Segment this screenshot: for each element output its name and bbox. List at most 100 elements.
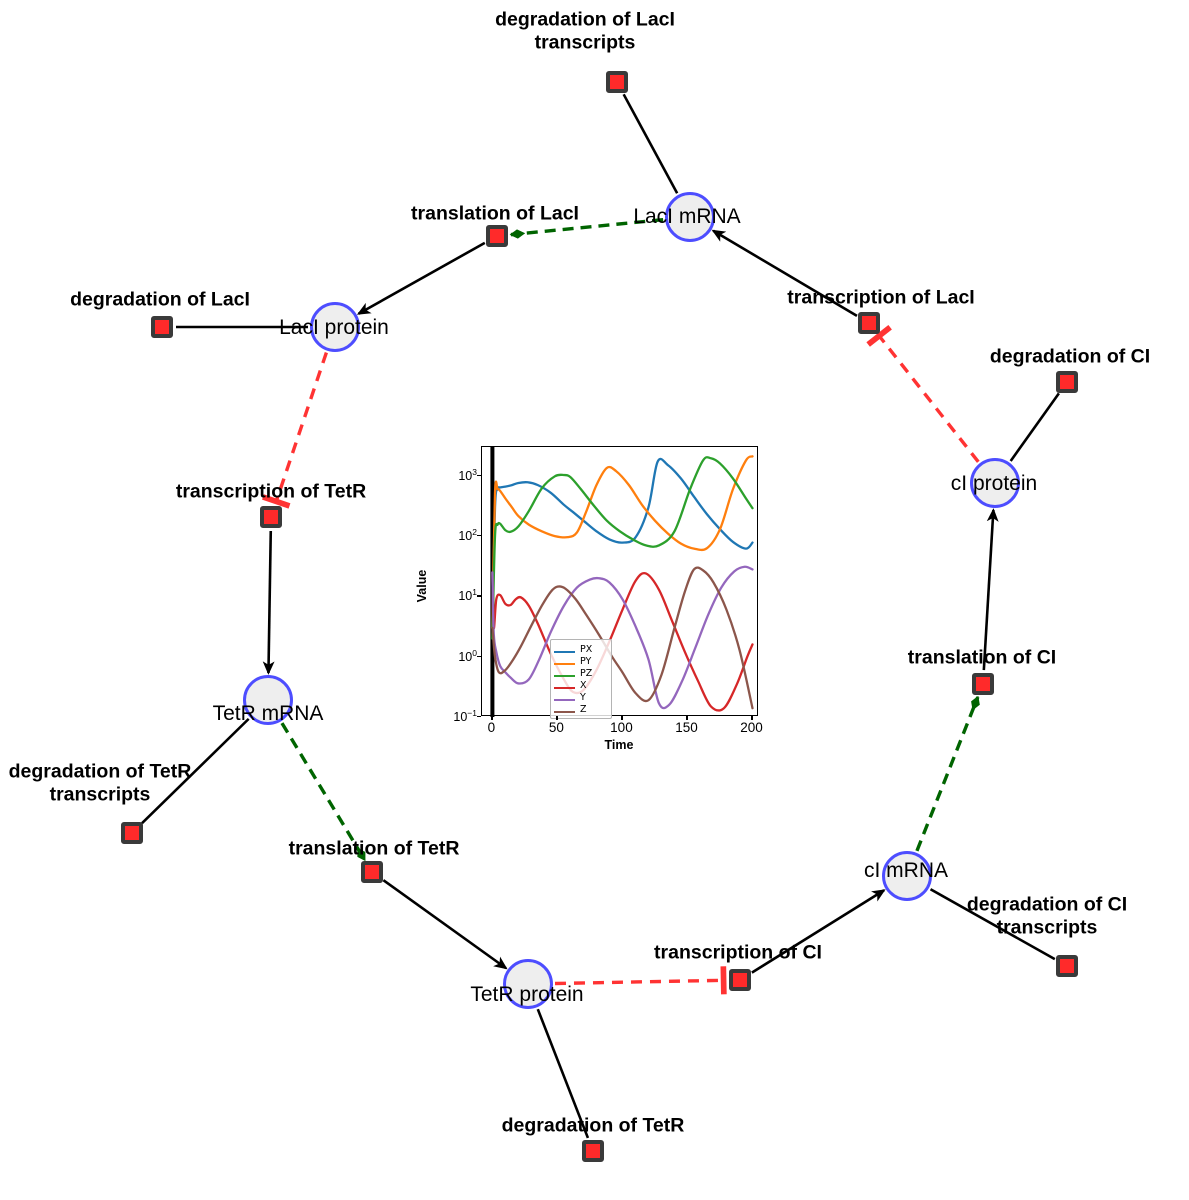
edge-tetr_mrna-to-translation_tetr [280, 722, 367, 862]
reaction-label-deg_tetr: degradation of TetR [501, 1114, 685, 1137]
reaction-node-transcription_laci[interactable] [858, 312, 880, 334]
edge-deg_laci_transcripts-to-laci_mrna [622, 93, 679, 194]
reaction-label-deg_ci_transcripts: degradation of CI transcripts [966, 893, 1128, 938]
species-label-ci_protein: cI protein [950, 472, 1038, 495]
x-tick-mark-2 [621, 716, 623, 720]
edge-transcription_tetr-to-tetr_mrna [262, 530, 275, 675]
legend-label-Z: Z [580, 704, 587, 715]
x-tick-mark-0 [491, 716, 493, 720]
edge-laci_mrna-to-translation_laci [509, 217, 664, 239]
y-tick-mark-1 [477, 655, 481, 657]
x-tick-mark-3 [686, 716, 688, 720]
legend-item-PZ: PZ [554, 668, 610, 681]
x-tick-mark-4 [751, 716, 753, 720]
legend-swatch-PX [554, 650, 575, 653]
reaction-node-deg_laci[interactable] [151, 316, 173, 338]
legend-label-Y: Y [580, 692, 586, 703]
chart-series-Y [491, 565, 754, 710]
edge-ci_mrna-to-translation_ci [915, 695, 980, 852]
edge-tetr_protein-to-deg_tetr [536, 1008, 590, 1139]
species-node-tetr_protein[interactable] [503, 959, 553, 1009]
reaction-node-deg_tetr[interactable] [582, 1140, 604, 1162]
reaction-label-transcription_tetr: transcription of TetR [175, 480, 367, 503]
species-node-tetr_mrna[interactable] [243, 675, 293, 725]
legend-swatch-Y [554, 698, 575, 701]
edge-transcription_ci-to-ci_mrna [751, 889, 886, 974]
legend-label-PZ: PZ [580, 668, 593, 679]
edge-tetr_protein-to-transcription_ci [554, 966, 727, 995]
species-node-ci_mrna[interactable] [882, 851, 932, 901]
legend-label-PX: PX [580, 644, 593, 655]
species-node-laci_protein[interactable] [310, 302, 360, 352]
y-tick-3: 102 [458, 527, 477, 544]
y-tick-1: 100 [458, 647, 477, 664]
reaction-label-translation_ci: translation of CI [907, 646, 1057, 669]
edge-translation_ci-to-ci_protein [982, 508, 999, 671]
reaction-node-translation_laci[interactable] [486, 225, 508, 247]
y-tick-mark-3 [477, 535, 481, 537]
legend-item-PY: PY [554, 656, 610, 669]
chart-legend: PX PY PZ X Y Z [550, 639, 612, 719]
edge-transcription_laci-to-laci_mrna [711, 229, 858, 317]
y-tick-0: 10−1 [453, 707, 477, 725]
species-label-laci_protein: LacI protein [279, 316, 389, 339]
x-tick-4: 200 [740, 720, 763, 735]
edge-translation_tetr-to-tetr_protein [382, 879, 508, 970]
x-tick-1: 50 [548, 720, 564, 735]
x-tick-mark-1 [556, 716, 558, 720]
y-tick-mark-0 [477, 716, 481, 718]
reaction-node-translation_ci[interactable] [972, 673, 994, 695]
species-label-laci_mrna: LacI mRNA [633, 205, 741, 228]
y-tick-2: 101 [458, 587, 477, 604]
edge-laci_protein-to-transcription_tetr [262, 352, 328, 509]
x-tick-2: 100 [610, 720, 633, 735]
species-label-tetr_protein: TetR protein [470, 983, 584, 1006]
edge-ci_mrna-to-deg_ci_transcripts [929, 888, 1056, 961]
legend-item-PX: PX [554, 644, 610, 657]
edge-ci_protein-to-deg_ci [1009, 392, 1060, 462]
chart-x-axis-label: Time [604, 738, 634, 752]
reaction-node-deg_ci_transcripts[interactable] [1056, 955, 1078, 977]
chart-series-svg [490, 447, 754, 717]
reaction-label-transcription_laci: transcription of LacI [787, 286, 975, 309]
y-tick-mark-4 [477, 474, 481, 476]
reaction-label-deg_ci: degradation of CI [989, 345, 1151, 368]
reaction-label-deg_laci: degradation of LacI [70, 288, 250, 311]
reaction-node-deg_ci[interactable] [1056, 371, 1078, 393]
edge-translation_laci-to-laci_protein [356, 241, 486, 315]
edge-tetr_mrna-to-deg_tetr_transcripts [141, 717, 250, 825]
reaction-label-deg_tetr_transcripts: degradation of TetR transcripts [8, 760, 192, 805]
edge-ci_protein-to-transcription_laci [866, 325, 980, 463]
species-node-ci_protein[interactable] [970, 458, 1020, 508]
legend-swatch-PZ [554, 674, 575, 677]
chart-series-PY [491, 455, 754, 630]
x-tick-3: 150 [675, 720, 698, 735]
reaction-node-translation_tetr[interactable] [361, 861, 383, 883]
species-label-tetr_mrna: TetR mRNA [212, 702, 324, 725]
reaction-node-transcription_ci[interactable] [729, 969, 751, 991]
reaction-node-deg_tetr_transcripts[interactable] [121, 822, 143, 844]
chart-series-Z [491, 566, 754, 710]
reaction-node-transcription_tetr[interactable] [260, 506, 282, 528]
chart-y-axis-label: Value [415, 569, 429, 603]
y-tick-4: 103 [458, 466, 477, 483]
reaction-node-deg_laci_transcripts[interactable] [606, 71, 628, 93]
legend-item-Z: Z [554, 704, 610, 717]
species-node-laci_mrna[interactable] [665, 192, 715, 242]
chart-series-PZ [491, 456, 754, 640]
legend-label-PY: PY [580, 656, 592, 667]
reaction-label-translation_tetr: translation of TetR [288, 837, 460, 860]
species-label-ci_mrna: cI mRNA [864, 859, 948, 882]
legend-swatch-Z [554, 710, 575, 713]
legend-label-X: X [580, 680, 587, 691]
legend-item-X: X [554, 680, 610, 693]
legend-item-Y: Y [554, 692, 610, 705]
chart-plot-area: PX PY PZ X Y Z [481, 446, 758, 719]
x-tick-0: 0 [487, 720, 496, 735]
legend-swatch-X [554, 686, 575, 689]
reaction-label-transcription_ci: transcription of CI [654, 941, 822, 964]
repressilator-timecourse-chart: PX PY PZ X Y Z 10−1 100 101 102 103 0 50 100 150 200 … [415, 438, 766, 754]
reaction-label-deg_laci_transcripts: degradation of LacI transcripts [495, 8, 675, 53]
